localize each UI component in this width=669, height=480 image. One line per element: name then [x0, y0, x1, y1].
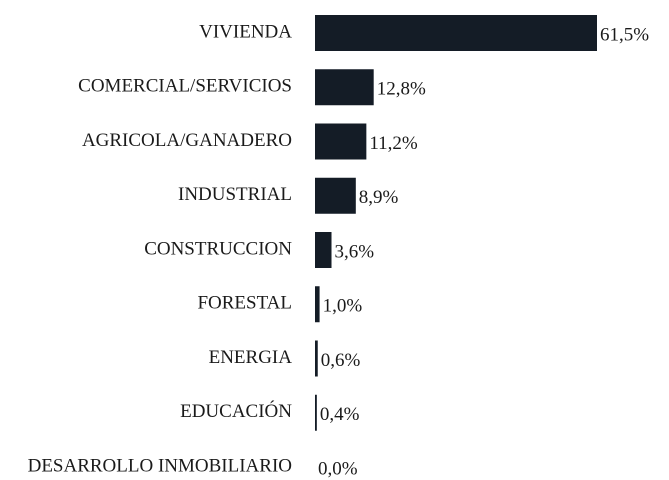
bar: [315, 69, 374, 106]
value-label: 8,9%: [359, 187, 399, 208]
category-label: FORESTAL: [197, 293, 292, 314]
category-label: DESARROLLO INMOBILIARIO: [28, 455, 292, 476]
value-label: 0,0%: [318, 458, 358, 479]
bar: [315, 340, 318, 377]
value-label: 12,8%: [377, 79, 426, 100]
category-label: AGRICOLA/GANADERO: [82, 130, 292, 151]
bar: [315, 232, 332, 268]
value-label: 0,6%: [321, 350, 361, 371]
bar: [315, 286, 320, 323]
value-label: 3,6%: [335, 241, 375, 262]
value-label: 61,5%: [600, 24, 649, 45]
category-label: EDUCACIÓN: [180, 400, 292, 422]
category-label: COMERCIAL/SERVICIOS: [78, 76, 292, 97]
category-label: CONSTRUCCION: [144, 238, 292, 259]
bar: [315, 177, 356, 214]
bar: [315, 394, 317, 431]
value-label: 11,2%: [369, 133, 418, 154]
bar: [315, 123, 367, 160]
value-label: 1,0%: [323, 296, 363, 317]
bar: [315, 15, 597, 51]
value-label: 0,4%: [320, 404, 360, 425]
category-label: INDUSTRIAL: [178, 184, 292, 205]
category-label: ENERGIA: [209, 347, 293, 368]
category-label: VIVIENDA: [199, 21, 292, 42]
